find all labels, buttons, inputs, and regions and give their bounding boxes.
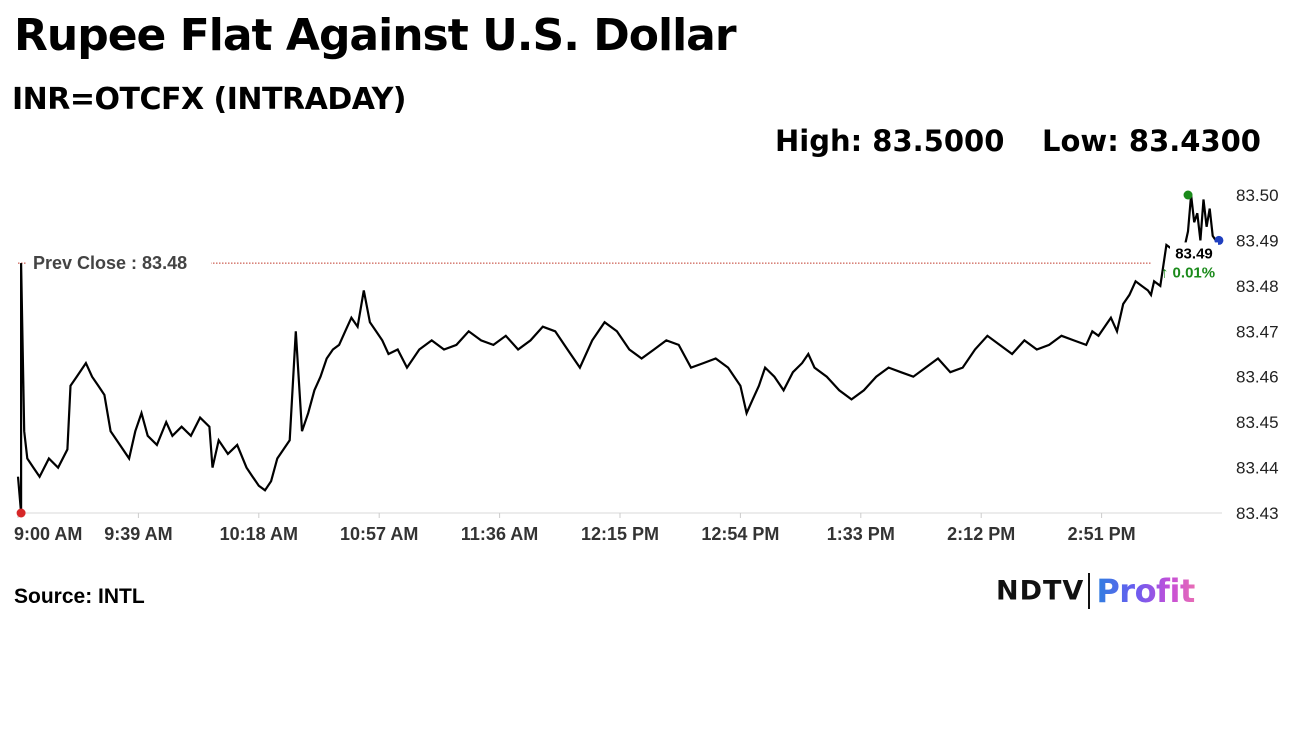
- high-point-marker: [1183, 190, 1193, 200]
- logo-profit-text: Profit: [1096, 572, 1195, 610]
- series-line: [16, 194, 1219, 514]
- x-tick-label: 9:00 AM: [14, 524, 82, 544]
- high-stat: High: 83.5000: [775, 124, 1005, 158]
- chart-subtitle: INR=OTCFX (INTRADAY): [12, 82, 407, 117]
- prev-close-group: Prev Close : 83.48: [18, 252, 1152, 275]
- y-tick-label: 83.43: [1236, 504, 1279, 523]
- y-tick-label: 83.47: [1236, 322, 1279, 341]
- y-tick-label: 83.49: [1236, 231, 1279, 250]
- markers: 83.49 ↑ 0.01%: [16, 190, 1224, 518]
- last-value-label-bg: [1170, 242, 1218, 281]
- y-tick-label: 83.50: [1236, 186, 1279, 205]
- y-tick-label: 83.48: [1236, 277, 1279, 296]
- low-point-marker: [16, 508, 26, 518]
- source-note: Source: INTL: [14, 585, 145, 608]
- x-tick-label: 11:36 AM: [461, 524, 538, 544]
- x-tick-label: 2:12 PM: [947, 524, 1015, 544]
- x-axis: 9:00 AM 9:39 AM 10:18 AM 10:57 AM 11:36 AM 12…: [14, 513, 1136, 544]
- x-tick-label: 2:51 PM: [1068, 524, 1136, 544]
- change-percent-label: ↑ 0.01%: [1161, 264, 1215, 281]
- ndtv-profit-logo: NDTV Profit: [996, 572, 1195, 614]
- chart-title: Rupee Flat Against U.S. Dollar: [14, 10, 737, 61]
- y-tick-label: 83.44: [1236, 459, 1279, 478]
- x-tick-label: 12:54 PM: [701, 524, 779, 544]
- x-tick-label: 12:15 PM: [581, 524, 659, 544]
- y-tick-label: 83.45: [1236, 413, 1279, 432]
- y-axis: 83.50 83.49 83.48 83.47 83.46 83.45 83.44 83.43: [1236, 186, 1279, 523]
- x-tick-label: 1:33 PM: [827, 524, 895, 544]
- low-stat: Low: 83.4300: [1042, 124, 1261, 158]
- y-tick-label: 83.46: [1236, 368, 1279, 387]
- prev-close-label: Prev Close : 83.48: [33, 253, 187, 273]
- last-value-label: 83.49: [1175, 245, 1213, 262]
- x-tick-label: 10:18 AM: [220, 524, 298, 544]
- logo-divider: [1088, 573, 1091, 609]
- prev-close-label-bg: [27, 252, 211, 275]
- x-tick-label: 10:57 AM: [340, 524, 418, 544]
- x-tick-label: 9:39 AM: [104, 524, 172, 544]
- intraday-line-chart: Prev Close : 83.48 83.5083.4983.4883.478…: [14, 186, 1279, 544]
- logo-ndtv-text: NDTV: [996, 575, 1085, 607]
